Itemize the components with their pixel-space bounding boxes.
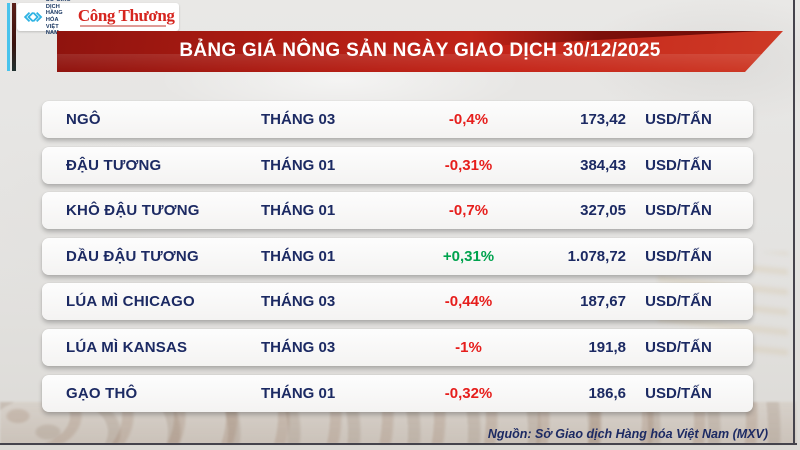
price-unit: USD/TẤN <box>645 338 712 356</box>
price-value: 187,67 <box>580 293 626 311</box>
price-table: NGÔ THÁNG 03 -0,4% 173,42 USD/TẤN ĐẬU TƯ… <box>42 101 753 420</box>
mxv-logo-text: SỞ GIAO DỊCH HÀNG HÓA VIỆT NAM <box>46 0 73 37</box>
contract-month: THÁNG 01 <box>261 247 336 265</box>
logo-box: SỞ GIAO DỊCH HÀNG HÓA VIỆT NAM Công Thươ… <box>17 0 179 36</box>
price-value: 384,43 <box>580 156 626 174</box>
commodity-name: DẦU ĐẬU TƯƠNG <box>66 247 199 265</box>
congthuong-tagline-bar <box>79 25 166 27</box>
price-value: 1.078,72 <box>567 247 626 265</box>
table-row: LÚA MÌ CHICAGO THÁNG 03 -0,44% 187,67 US… <box>42 283 753 321</box>
price-unit: USD/TẤN <box>645 293 712 311</box>
price-unit: USD/TẤN <box>645 111 712 128</box>
change-percent: -0,31% <box>444 156 493 174</box>
table-row: KHÔ ĐẬU TƯƠNG THÁNG 01 -0,7% 327,05 USD/… <box>42 192 753 230</box>
table-row: GẠO THÔ THÁNG 01 -0,32% 186,6 USD/TẤN <box>42 374 753 412</box>
mxv-logo-line: VIỆT NAM <box>45 23 59 37</box>
source-credit: Nguồn: Sở Giao dịch Hàng hóa Việt Nam (M… <box>487 427 768 441</box>
price-unit: USD/TẤN <box>645 156 712 174</box>
mxv-chevron-icon <box>23 11 43 23</box>
price-unit: USD/TẤN <box>645 247 712 265</box>
congthuong-logo-text: Công Thương <box>77 6 175 25</box>
contract-month: THÁNG 03 <box>261 293 336 311</box>
commodity-name: ĐẬU TƯƠNG <box>66 156 162 174</box>
change-percent: -1% <box>455 338 482 356</box>
table-row: DẦU ĐẬU TƯƠNG THÁNG 01 +0,31% 1.078,72 U… <box>42 237 753 275</box>
contract-month: THÁNG 01 <box>261 384 336 402</box>
commodity-name: LÚA MÌ KANSAS <box>66 338 188 356</box>
mxv-logo-line: SỞ GIAO DỊCH <box>45 0 71 10</box>
commodity-name: GẠO THÔ <box>66 384 138 402</box>
price-value: 173,42 <box>580 111 626 128</box>
commodity-name: NGÔ <box>66 111 101 128</box>
left-accent-stripe-dark <box>12 3 16 71</box>
frame-border-bottom <box>0 443 797 445</box>
contract-month: THÁNG 01 <box>261 156 336 174</box>
contract-month: THÁNG 03 <box>261 338 336 356</box>
banner-shine-decoration <box>57 54 783 72</box>
table-row: ĐẬU TƯƠNG THÁNG 01 -0,31% 384,43 USD/TẤN <box>42 146 753 184</box>
price-unit: USD/TẤN <box>645 202 712 220</box>
page-title: BẢNG GIÁ NÔNG SẢN NGÀY GIAO DỊCH 30/12/2… <box>179 39 661 61</box>
contract-month: THÁNG 01 <box>261 202 336 220</box>
change-percent: -0,7% <box>448 202 489 220</box>
mxv-logo: SỞ GIAO DỊCH HÀNG HÓA VIỆT NAM <box>23 0 73 37</box>
change-percent: -0,32% <box>444 384 493 402</box>
left-accent-stripe-cyan <box>7 3 10 71</box>
price-value: 186,6 <box>588 384 626 402</box>
commodity-name: KHÔ ĐẬU TƯƠNG <box>66 202 200 220</box>
price-value: 327,05 <box>580 202 626 220</box>
price-unit: USD/TẤN <box>645 384 712 402</box>
change-percent: -0,44% <box>444 293 493 311</box>
table-row: LÚA MÌ KANSAS THÁNG 03 -1% 191,8 USD/TẤN <box>42 328 753 366</box>
price-value: 191,8 <box>588 338 626 356</box>
mxv-logo-line: HÀNG HÓA <box>45 10 63 23</box>
congthuong-logo: Công Thương <box>78 7 175 27</box>
table-row: NGÔ THÁNG 03 -0,4% 173,42 USD/TẤN <box>42 101 753 138</box>
title-banner: BẢNG GIÁ NÔNG SẢN NGÀY GIAO DỊCH 30/12/2… <box>57 31 783 72</box>
frame-border-right <box>793 0 795 445</box>
change-percent: -0,4% <box>448 111 489 128</box>
commodity-name: LÚA MÌ CHICAGO <box>66 293 195 311</box>
change-percent: +0,31% <box>442 247 495 265</box>
contract-month: THÁNG 03 <box>261 111 336 128</box>
